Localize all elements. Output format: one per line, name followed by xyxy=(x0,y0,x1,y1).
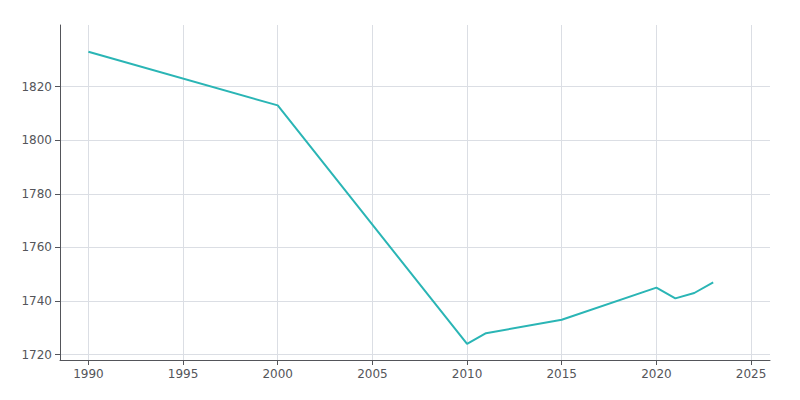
svg-text:2020: 2020 xyxy=(641,367,672,381)
svg-text:1760: 1760 xyxy=(21,240,52,254)
svg-text:2010: 2010 xyxy=(452,367,483,381)
svg-text:1800: 1800 xyxy=(21,133,52,147)
svg-text:2000: 2000 xyxy=(262,367,293,381)
svg-text:2005: 2005 xyxy=(357,367,388,381)
svg-text:1780: 1780 xyxy=(21,187,52,201)
svg-text:1990: 1990 xyxy=(73,367,104,381)
svg-text:1995: 1995 xyxy=(168,367,199,381)
svg-text:1720: 1720 xyxy=(21,348,52,362)
svg-text:1740: 1740 xyxy=(21,294,52,308)
svg-text:2025: 2025 xyxy=(736,367,767,381)
svg-text:1820: 1820 xyxy=(21,80,52,94)
svg-text:2015: 2015 xyxy=(546,367,577,381)
